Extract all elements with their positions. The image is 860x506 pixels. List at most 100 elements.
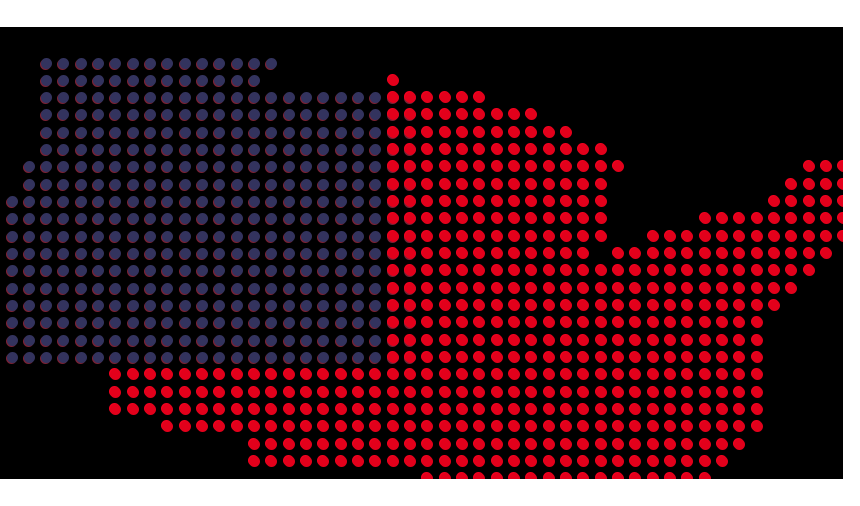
map-dot bbox=[526, 109, 538, 121]
map-dot bbox=[717, 352, 729, 364]
map-dot bbox=[405, 144, 417, 156]
map-dot bbox=[387, 144, 399, 156]
map-dot bbox=[266, 317, 278, 329]
map-dot bbox=[370, 92, 382, 104]
map-dot bbox=[526, 126, 538, 138]
map-dot bbox=[145, 126, 157, 138]
map-dot bbox=[41, 282, 53, 294]
map-dot bbox=[93, 282, 105, 294]
map-dot bbox=[543, 178, 555, 190]
map-dot bbox=[457, 438, 469, 450]
map-dot bbox=[214, 230, 226, 242]
map-dot bbox=[301, 317, 313, 329]
map-dot bbox=[509, 352, 521, 364]
map-dot bbox=[491, 126, 503, 138]
map-dot bbox=[197, 386, 209, 398]
map-dot bbox=[283, 178, 295, 190]
map-dot bbox=[838, 230, 843, 242]
map-dot bbox=[803, 213, 815, 225]
map-dot bbox=[734, 213, 746, 225]
map-dot bbox=[41, 334, 53, 346]
map-dot bbox=[283, 196, 295, 208]
map-dot bbox=[491, 109, 503, 121]
map-dot bbox=[58, 126, 70, 138]
map-dot bbox=[405, 369, 417, 381]
map-dot bbox=[526, 352, 538, 364]
map-dot bbox=[526, 317, 538, 329]
map-dot bbox=[318, 456, 330, 468]
map-dot bbox=[23, 265, 35, 277]
map-dot bbox=[630, 473, 642, 479]
map-dot bbox=[179, 144, 191, 156]
map-dot bbox=[249, 369, 261, 381]
map-dot bbox=[197, 196, 209, 208]
map-dot bbox=[318, 213, 330, 225]
map-dot bbox=[491, 334, 503, 346]
map-dot bbox=[457, 421, 469, 433]
map-dot bbox=[283, 161, 295, 173]
map-dot bbox=[249, 282, 261, 294]
map-dot bbox=[769, 196, 781, 208]
map-dot bbox=[318, 317, 330, 329]
map-dot bbox=[439, 126, 451, 138]
map-dot bbox=[283, 109, 295, 121]
map-dot bbox=[387, 421, 399, 433]
map-dot bbox=[387, 352, 399, 364]
map-dot bbox=[127, 178, 139, 190]
map-dot bbox=[491, 178, 503, 190]
map-dot bbox=[630, 317, 642, 329]
map-dot bbox=[578, 352, 590, 364]
map-dot bbox=[75, 144, 87, 156]
map-dot bbox=[561, 352, 573, 364]
map-dot bbox=[509, 178, 521, 190]
map-dot bbox=[769, 230, 781, 242]
map-dot bbox=[405, 161, 417, 173]
map-dot bbox=[665, 438, 677, 450]
map-dot bbox=[751, 265, 763, 277]
map-dot bbox=[335, 352, 347, 364]
map-dot bbox=[422, 230, 434, 242]
map-dot bbox=[699, 317, 711, 329]
map-dot bbox=[422, 352, 434, 364]
map-dot bbox=[717, 421, 729, 433]
map-dot bbox=[41, 161, 53, 173]
map-dot bbox=[301, 92, 313, 104]
map-dot bbox=[318, 126, 330, 138]
map-dot bbox=[266, 248, 278, 260]
map-dot bbox=[335, 282, 347, 294]
map-dot bbox=[838, 178, 843, 190]
map-dot bbox=[509, 421, 521, 433]
map-dot bbox=[231, 161, 243, 173]
map-dot bbox=[422, 196, 434, 208]
map-dot bbox=[682, 300, 694, 312]
map-dot bbox=[717, 282, 729, 294]
map-dot bbox=[266, 161, 278, 173]
map-dot bbox=[231, 230, 243, 242]
map-dot bbox=[197, 57, 209, 69]
map-dot bbox=[613, 386, 625, 398]
map-dot bbox=[543, 213, 555, 225]
map-dot bbox=[526, 265, 538, 277]
map-dot bbox=[162, 404, 174, 416]
map-dot bbox=[439, 230, 451, 242]
map-dot bbox=[75, 248, 87, 260]
map-dot bbox=[595, 456, 607, 468]
map-dot bbox=[491, 456, 503, 468]
map-dot bbox=[179, 92, 191, 104]
map-dot bbox=[751, 334, 763, 346]
map-dot bbox=[58, 196, 70, 208]
map-dot bbox=[561, 161, 573, 173]
map-dot bbox=[127, 109, 139, 121]
map-dot bbox=[578, 369, 590, 381]
map-dot bbox=[387, 386, 399, 398]
map-dot bbox=[75, 178, 87, 190]
map-dot bbox=[145, 230, 157, 242]
map-dot bbox=[301, 404, 313, 416]
map-dot bbox=[127, 369, 139, 381]
map-dot bbox=[283, 92, 295, 104]
map-dot bbox=[613, 438, 625, 450]
map-dot bbox=[422, 456, 434, 468]
map-dot bbox=[630, 438, 642, 450]
map-dot bbox=[387, 438, 399, 450]
map-dot bbox=[41, 300, 53, 312]
